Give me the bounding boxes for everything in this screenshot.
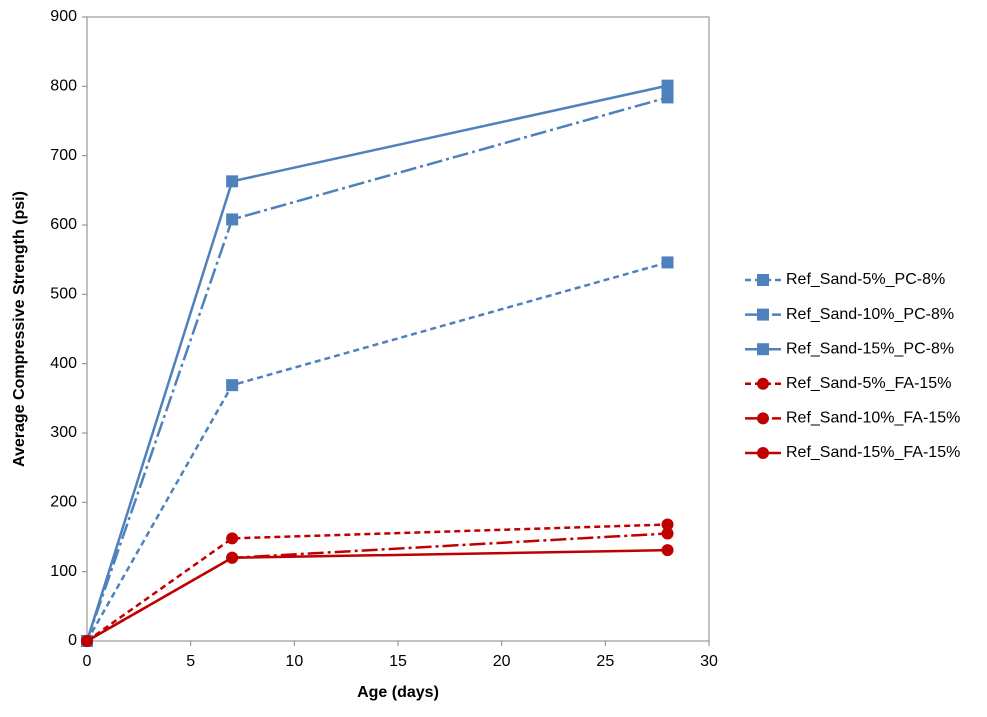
legend-label: Ref_Sand-10%_PC-8% bbox=[786, 306, 954, 323]
legend-marker bbox=[757, 412, 769, 425]
data-point bbox=[661, 91, 674, 104]
data-point bbox=[661, 544, 674, 557]
legend-marker bbox=[757, 447, 769, 459]
legend-marker bbox=[757, 308, 769, 321]
y-tick-label: 0 bbox=[68, 632, 77, 649]
x-tick-label: 0 bbox=[83, 653, 92, 670]
data-point bbox=[226, 532, 239, 545]
legend-label: Ref_Sand-15%_PC-8% bbox=[786, 340, 954, 357]
data-point bbox=[226, 379, 239, 392]
data-point bbox=[661, 527, 674, 540]
y-axis-title: Average Compressive Strength (psi) bbox=[11, 191, 28, 467]
legend-marker bbox=[757, 274, 769, 286]
series-line bbox=[86, 523, 668, 643]
legend-label: Ref_Sand-5%_PC-8% bbox=[786, 271, 945, 288]
series-line bbox=[85, 261, 668, 642]
series-line bbox=[86, 548, 668, 643]
x-axis-title: Age (days) bbox=[357, 684, 439, 701]
data-point bbox=[226, 551, 239, 564]
legend-label: Ref_Sand-10%_FA-15% bbox=[786, 410, 960, 427]
data-point bbox=[226, 213, 239, 226]
x-tick-label: 15 bbox=[389, 653, 407, 670]
x-tick-label: 20 bbox=[493, 653, 511, 670]
y-tick-label: 700 bbox=[50, 147, 77, 164]
y-tick-label: 800 bbox=[50, 78, 77, 95]
data-point bbox=[661, 518, 674, 531]
data-point bbox=[661, 79, 674, 92]
legend-marker bbox=[757, 343, 769, 356]
legend-label: Ref_Sand-15%_FA-15% bbox=[786, 444, 960, 461]
y-tick-label: 600 bbox=[50, 216, 77, 233]
data-point bbox=[226, 175, 239, 188]
series-line bbox=[85, 84, 668, 642]
y-tick-label: 400 bbox=[50, 355, 77, 372]
y-tick-label: 500 bbox=[50, 286, 77, 303]
data-point bbox=[661, 256, 674, 269]
legend-marker bbox=[757, 377, 769, 390]
y-tick-label: 900 bbox=[50, 8, 77, 25]
y-tick-label: 200 bbox=[50, 494, 77, 511]
data-point bbox=[81, 635, 93, 647]
x-tick-label: 5 bbox=[186, 653, 195, 670]
y-tick-label: 100 bbox=[50, 563, 77, 580]
x-tick-label: 30 bbox=[700, 653, 718, 670]
x-tick-label: 25 bbox=[596, 653, 614, 670]
y-tick-label: 300 bbox=[50, 424, 77, 441]
x-tick-label: 10 bbox=[285, 653, 303, 670]
legend-label: Ref_Sand-5%_FA-15% bbox=[786, 375, 951, 392]
series-line bbox=[86, 532, 668, 643]
